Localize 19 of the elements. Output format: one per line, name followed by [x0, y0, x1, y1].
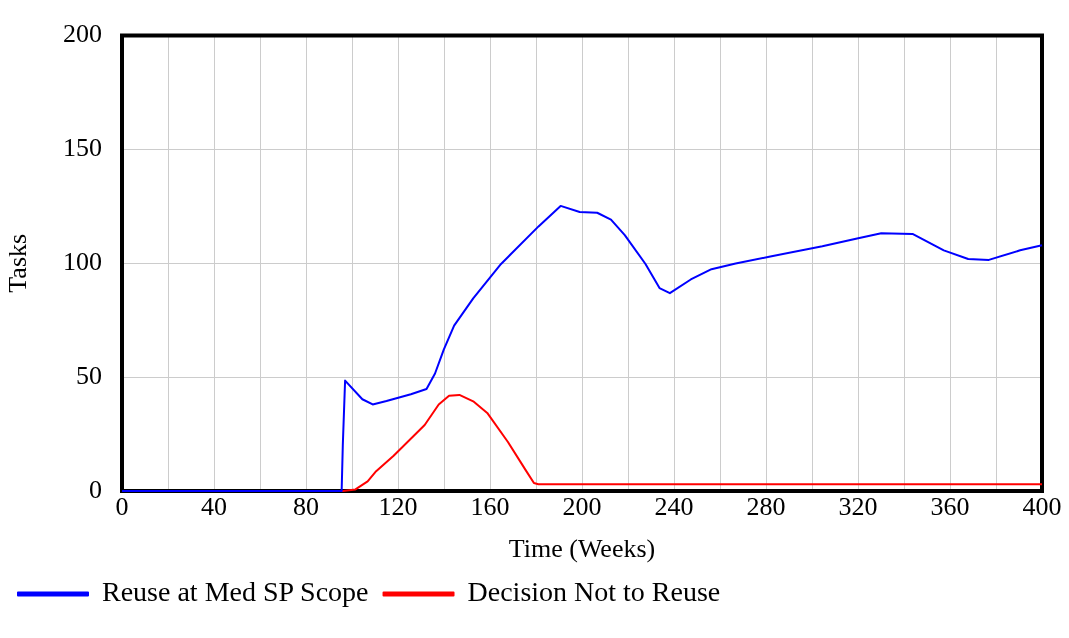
y-tick-label: 200	[63, 19, 102, 49]
x-tick-label: 400	[1022, 492, 1062, 522]
legend-label: Decision Not to Reuse	[467, 576, 721, 608]
y-axis-title: Tasks	[3, 233, 33, 293]
x-tick-label: 160	[470, 492, 510, 522]
x-tick-label: 80	[293, 492, 319, 522]
x-tick-label: 0	[115, 492, 129, 522]
x-tick-label: 40	[201, 492, 227, 522]
y-tick-label: 150	[63, 133, 102, 163]
y-tick-label: 50	[76, 360, 102, 390]
x-tick-label: 320	[838, 492, 878, 522]
x-tick-label: 120	[378, 492, 418, 522]
y-tick-label: 100	[63, 247, 102, 277]
x-tick-label: 360	[930, 492, 970, 522]
x-tick-label: 280	[746, 492, 786, 522]
legend-label: Reuse at Med SP Scope	[102, 576, 369, 608]
x-axis-title: Time (Weeks)	[508, 534, 656, 564]
x-tick-label: 200	[562, 492, 602, 522]
x-tick-label: 240	[654, 492, 694, 522]
